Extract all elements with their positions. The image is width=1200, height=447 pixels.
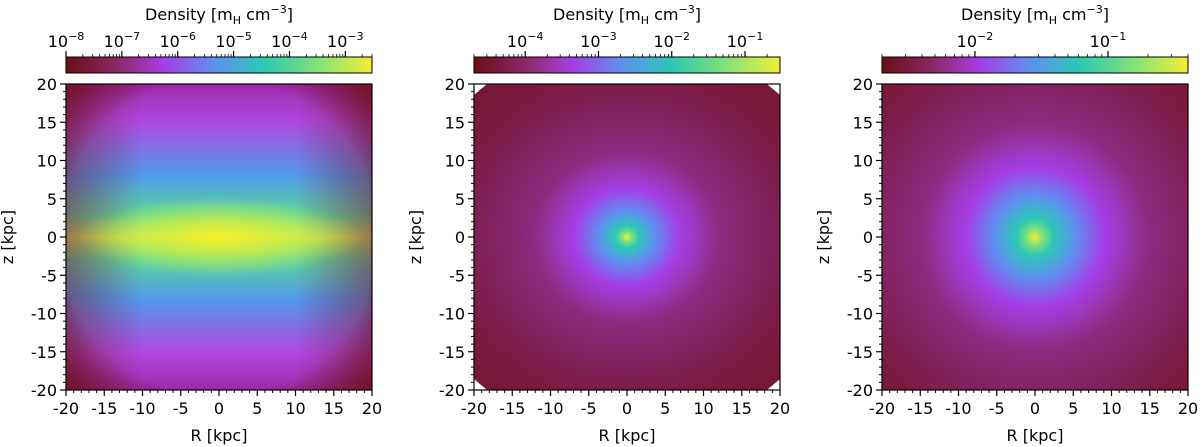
colorbar bbox=[65, 56, 373, 74]
y-tick-label: 10 bbox=[445, 152, 465, 171]
x-tick-label: 0 bbox=[622, 399, 632, 418]
y-tick-label: -20 bbox=[439, 381, 465, 400]
colorbar-tick-label: 10−2 bbox=[957, 30, 994, 51]
x-tick-label: 5 bbox=[1068, 399, 1078, 418]
colorbar-label: Density [mH cm−3] bbox=[145, 3, 293, 27]
x-tick-label: -5 bbox=[989, 399, 1005, 418]
y-tick-label: -10 bbox=[31, 305, 57, 324]
y-tick-label: 5 bbox=[455, 190, 465, 209]
x-tick-label: -20 bbox=[869, 399, 895, 418]
y-tick-label: 20 bbox=[445, 75, 465, 94]
colorbar-tick-label: 10−4 bbox=[507, 30, 544, 51]
y-tick-label: 5 bbox=[47, 190, 57, 209]
x-tick-label: 5 bbox=[252, 399, 262, 418]
colorbar bbox=[881, 56, 1189, 74]
colorbar-ticks: 10−8 10−7 10−6 10−5 10−4 10−3 bbox=[48, 30, 373, 57]
axis-ticks: -20 -15 -10 -5 0 5 10 15 20 -20 -15 -10 -5 0 5 10 15 20 bbox=[31, 75, 382, 418]
x-tick-label: 20 bbox=[362, 399, 382, 418]
colorbar bbox=[473, 56, 781, 74]
y-tick-label: 20 bbox=[37, 75, 57, 94]
x-tick-label: 20 bbox=[770, 399, 790, 418]
colorbar-label: Density [mH cm−3] bbox=[553, 3, 701, 27]
colorbar-label: Density [mH cm−3] bbox=[961, 3, 1109, 27]
y-tick-label: 15 bbox=[37, 113, 57, 132]
y-tick-label: -5 bbox=[857, 266, 873, 285]
y-tick-label: 15 bbox=[853, 113, 873, 132]
y-tick-label: 20 bbox=[853, 75, 873, 94]
colorbar-tick-label: 10−5 bbox=[215, 30, 252, 51]
y-tick-label: -10 bbox=[847, 305, 873, 324]
y-tick-label: 0 bbox=[47, 228, 57, 247]
x-tick-label: -5 bbox=[173, 399, 189, 418]
colorbar-ticks: 10−4 10−3 10−2 10−1 bbox=[473, 30, 768, 57]
x-tick-label: 0 bbox=[1030, 399, 1040, 418]
x-tick-label: -15 bbox=[907, 399, 933, 418]
y-tick-label: -15 bbox=[31, 343, 57, 362]
colorbar-tick-label: 10−6 bbox=[159, 30, 196, 51]
y-tick-label: 0 bbox=[455, 228, 465, 247]
x-axis-label: R [kpc] bbox=[1007, 426, 1064, 445]
x-tick-label: 10 bbox=[693, 399, 713, 418]
colorbar-tick-label: 10−4 bbox=[271, 30, 308, 51]
x-tick-label: 10 bbox=[285, 399, 305, 418]
y-tick-label: -15 bbox=[847, 343, 873, 362]
x-axis-label: R [kpc] bbox=[191, 426, 248, 445]
y-tick-label: 15 bbox=[445, 113, 465, 132]
y-axis-label: z [kpc] bbox=[814, 210, 833, 264]
x-tick-label: 5 bbox=[660, 399, 670, 418]
y-tick-label: 10 bbox=[853, 152, 873, 171]
y-tick-label: -20 bbox=[847, 381, 873, 400]
y-tick-label: 5 bbox=[863, 190, 873, 209]
x-tick-label: -20 bbox=[461, 399, 487, 418]
x-tick-label: -15 bbox=[91, 399, 117, 418]
svg-text:Density [mH cm−3]: Density [mH cm−3] bbox=[961, 3, 1109, 27]
x-tick-label: -10 bbox=[129, 399, 155, 418]
x-tick-label: 0 bbox=[214, 399, 224, 418]
colorbar-ticks: 10−2 10−1 bbox=[881, 30, 1189, 57]
colorbar-tick-label: 10−1 bbox=[1090, 30, 1127, 51]
x-tick-label: 15 bbox=[732, 399, 752, 418]
x-tick-label: -15 bbox=[499, 399, 525, 418]
axis-ticks: -20 -15 -10 -5 0 5 10 15 20 -20 -15 -10 -5 0 5 10 15 20 bbox=[439, 75, 790, 418]
panel-2: Density [mH cm−3] 10−4 10−3 10−2 10−1 -20 -1… bbox=[406, 3, 790, 445]
x-tick-label: 10 bbox=[1101, 399, 1121, 418]
x-tick-label: -20 bbox=[53, 399, 79, 418]
y-tick-label: -10 bbox=[439, 305, 465, 324]
panel-3: Density [mH cm−3] 10−2 10−1 -20 -15 -10 -5 0 5… bbox=[814, 3, 1198, 445]
colorbar-tick-label: 10−8 bbox=[48, 30, 85, 51]
y-tick-label: -5 bbox=[449, 266, 465, 285]
x-tick-label: -5 bbox=[581, 399, 597, 418]
svg-text:Density [mH cm−3]: Density [mH cm−3] bbox=[145, 3, 293, 27]
y-tick-label: -20 bbox=[31, 381, 57, 400]
svg-text:Density [mH cm−3]: Density [mH cm−3] bbox=[553, 3, 701, 27]
x-tick-label: 15 bbox=[324, 399, 344, 418]
colorbar-tick-label: 10−3 bbox=[580, 30, 617, 51]
heatmap-image bbox=[66, 84, 372, 390]
colorbar-tick-label: 10−3 bbox=[327, 30, 364, 51]
x-axis-label: R [kpc] bbox=[599, 426, 656, 445]
x-tick-label: -10 bbox=[945, 399, 971, 418]
colorbar-tick-label: 10−2 bbox=[653, 30, 690, 51]
colorbar-tick-label: 10−1 bbox=[727, 30, 764, 51]
heatmap-image bbox=[474, 84, 780, 390]
y-tick-label: 10 bbox=[37, 152, 57, 171]
y-tick-label: -5 bbox=[41, 266, 57, 285]
y-axis-label: z [kpc] bbox=[0, 210, 17, 264]
x-tick-label: -10 bbox=[537, 399, 563, 418]
y-tick-label: -15 bbox=[439, 343, 465, 362]
colorbar-tick-label: 10−7 bbox=[104, 30, 141, 51]
x-tick-label: 20 bbox=[1178, 399, 1198, 418]
heatmap-image bbox=[882, 84, 1188, 390]
y-axis-label: z [kpc] bbox=[406, 210, 425, 264]
axis-ticks: -20 -15 -10 -5 0 5 10 15 20 -20 -15 -10 -5 0 5 10 15 20 bbox=[847, 75, 1198, 418]
y-tick-label: 0 bbox=[863, 228, 873, 247]
x-tick-label: 15 bbox=[1140, 399, 1160, 418]
panel-1: Density [mH cm−3] 10−8 10−7 10−6 10−5 10−4 10… bbox=[0, 3, 382, 445]
